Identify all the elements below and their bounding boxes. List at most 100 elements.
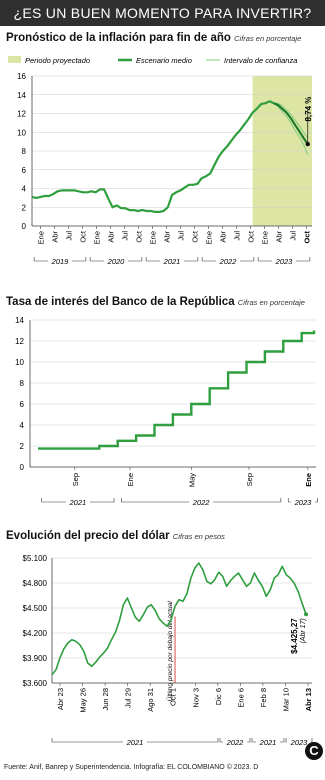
last-value-point — [304, 612, 308, 617]
series-line-dolar — [51, 562, 307, 676]
year-label: 2021 — [126, 738, 144, 747]
x-tick-label: Sep — [245, 473, 254, 486]
x-tick-label: Oct — [78, 230, 87, 243]
y-tick-label: 6 — [20, 400, 25, 409]
year-label-bg — [123, 738, 147, 746]
legend-label-periodo: Periodo proyectado — [25, 56, 90, 65]
y-tick-label: $3.900 — [23, 654, 48, 663]
x-tick-label: May 26 — [79, 688, 88, 713]
x-tick-label: Jul — [176, 231, 185, 241]
year-label: 2023 — [290, 738, 309, 747]
x-tick-label: Abr — [162, 230, 171, 242]
x-tick-label: Oct — [134, 230, 143, 243]
y-tick-label: 6 — [22, 166, 27, 175]
annotation-vertical-label: Último precio por debajo del actual — [165, 601, 174, 702]
year-label: 2023 — [275, 257, 294, 266]
x-tick-label: Ene — [204, 231, 213, 244]
y-tick-label: 0 — [20, 463, 25, 472]
y-tick-label: $3.600 — [23, 679, 48, 688]
legend-swatch-periodo — [8, 56, 21, 63]
y-tick-label: 4 — [22, 185, 27, 194]
x-tick-label: Abr — [106, 230, 115, 242]
x-tick-label: Oct 1 — [169, 688, 178, 706]
y-tick-label: 10 — [15, 358, 24, 367]
year-label: 2022 — [226, 738, 245, 747]
year-label-bg — [160, 257, 184, 265]
year-label-bg — [256, 738, 280, 746]
y-tick-label: 10 — [17, 128, 26, 137]
year-label: 2021 — [163, 257, 181, 266]
rate-chart-title: Tasa de interés del Banco de la Repúblic… — [6, 296, 235, 308]
x-tick-label: Abr — [274, 230, 283, 242]
series-line-proyeccion — [273, 102, 309, 145]
x-tick-label: Ene 6 — [236, 688, 245, 708]
legend-label-escenario: Escenario medio — [136, 56, 192, 65]
y-tick-label: 12 — [17, 110, 26, 119]
x-tick-label: Ene — [126, 473, 135, 486]
year-label: 2022 — [219, 257, 238, 266]
inflation-chart-heading: Pronóstico de la inflación para fin de a… — [6, 32, 301, 44]
y-tick-label: 14 — [17, 91, 26, 100]
y-tick-label: 8 — [20, 379, 25, 388]
y-tick-label: 12 — [15, 337, 24, 346]
x-tick-label: Ene — [148, 231, 157, 244]
x-tick-label: Jul 29 — [124, 688, 133, 708]
y-tick-label: 2 — [20, 442, 25, 451]
x-tick-label: May — [187, 473, 196, 487]
inflation-chart-subtitle: Cifras en porcentaje — [234, 34, 302, 43]
x-tick-label: Abr — [218, 230, 227, 242]
dollar-chart: $3.600 $3.900 $4.200 $4.500 $4.800 $5.100 Últi… — [23, 554, 313, 747]
y-tick-label: $5.100 — [23, 554, 48, 563]
series-line-tasa — [38, 330, 316, 450]
y-tick-label: $4.500 — [23, 604, 48, 613]
year-label-bg — [104, 257, 128, 265]
y-tick-label: 0 — [22, 222, 27, 231]
x-tick-label: Abr 13 — [304, 688, 313, 711]
x-tick-label: Jul — [64, 231, 73, 241]
x-tick-label: Nov 3 — [191, 688, 200, 708]
x-tick-label: Oct — [246, 230, 255, 243]
x-tick-label: Oct — [190, 230, 199, 243]
y-tick-label: 8 — [22, 147, 27, 156]
rate-chart-subtitle: Cifras en porcentaje — [237, 298, 305, 307]
y-tick-label: 4 — [20, 421, 25, 430]
year-label-bg — [48, 257, 72, 265]
x-tick-label: Ago 31 — [146, 688, 155, 712]
year-label-bg — [290, 498, 315, 506]
last-value-date: (Abr 17) — [300, 618, 307, 643]
y-tick-label: 16 — [17, 72, 26, 81]
x-tick-label: Ene — [92, 231, 101, 244]
footer-source: Fuente: Anif, Banrep y Superintendencia.… — [4, 764, 259, 771]
x-tick-label: Dic 6 — [214, 688, 223, 705]
series-line-intervalo-inferior — [273, 102, 309, 155]
dollar-chart-subtitle: Cifras en pesos — [172, 532, 225, 541]
projection-end-point — [305, 141, 310, 147]
x-tick-label: Abr — [50, 230, 59, 242]
year-label: 2023 — [294, 498, 313, 507]
x-tick-label: Sep — [71, 473, 80, 486]
dollar-chart-title: Evolución del precio del dólar — [6, 530, 170, 542]
x-tick-label: Jul — [232, 231, 241, 241]
x-tick-label: Jul — [288, 231, 297, 241]
year-label-bg — [65, 498, 90, 506]
x-tick-label: Feb 8 — [259, 688, 268, 707]
inflation-chart: Periodo proyectado Escenario medio Interva… — [8, 56, 313, 266]
legend-label-intervalo: Intervalo de confianza — [224, 56, 297, 65]
x-tick-label: Abr 23 — [56, 688, 65, 710]
series-line-intervalo-superior — [273, 102, 309, 139]
y-tick-label: 14 — [15, 316, 24, 325]
dollar-chart-heading: Evolución del precio del dólar Cifras en… — [6, 530, 225, 542]
inflation-chart-title: Pronóstico de la inflación para fin de a… — [6, 32, 231, 44]
rate-chart-heading: Tasa de interés del Banco de la Repúblic… — [6, 296, 305, 308]
year-label-bg — [223, 738, 247, 746]
y-tick-label: 2 — [22, 203, 27, 212]
rate-chart: 0 2 4 6 8 10 12 14 Sep Ene May Sep Ene 2021 2022 2023 — [15, 316, 318, 507]
year-label: 2021 — [69, 498, 87, 507]
x-tick-label: Oct — [302, 231, 311, 244]
year-label-bg — [272, 257, 296, 265]
last-value-label: $4.425,27 — [290, 618, 299, 654]
annotation-label: 8,74 % — [304, 97, 313, 122]
y-tick-label: $4.800 — [23, 579, 48, 588]
year-label-bg — [189, 498, 214, 506]
